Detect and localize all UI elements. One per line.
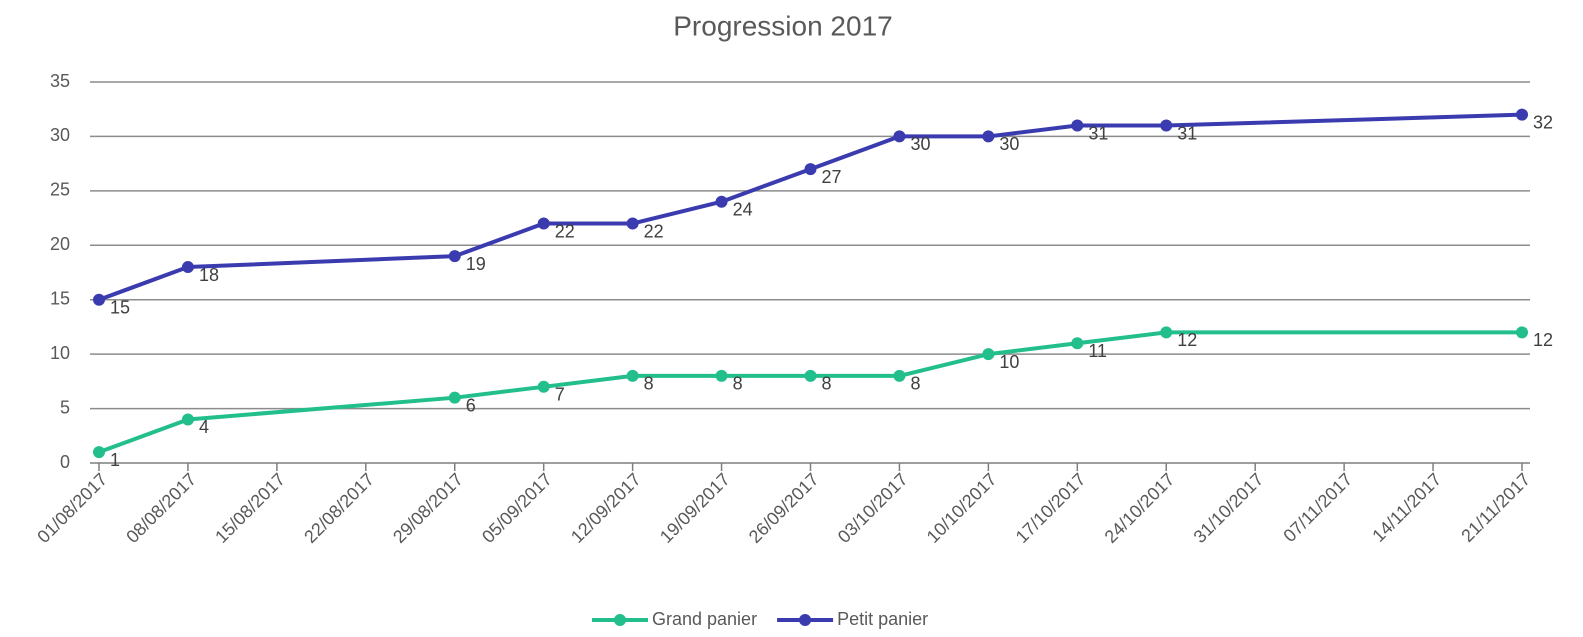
y-tick-label: 30 [50,125,70,145]
data-point [715,195,728,208]
data-label: 4 [199,417,209,437]
data-point [893,130,906,143]
data-label: 8 [733,374,743,394]
y-tick-label: 35 [50,71,70,91]
x-tick-label: 12/09/2017 [567,469,645,547]
data-point [893,369,906,382]
data-point [1160,326,1173,339]
data-point [1071,337,1084,350]
x-tick-label: 24/10/2017 [1101,469,1179,547]
data-label: 12 [1533,330,1553,350]
x-tick-label: 15/08/2017 [211,469,289,547]
x-tick-label: 03/10/2017 [834,469,912,547]
y-tick-label: 15 [50,288,70,308]
data-label: 6 [466,395,476,415]
data-label: 22 [644,221,664,241]
data-label: 27 [822,167,842,187]
data-point [982,348,995,361]
data-point [1516,326,1528,339]
x-tick-label: 22/08/2017 [300,469,378,547]
x-tick-label: 01/08/2017 [33,469,111,547]
y-tick-label: 0 [60,452,70,472]
data-point [93,446,105,459]
x-tick-label: 31/10/2017 [1190,469,1268,547]
data-label: 19 [466,254,486,274]
data-label: 10 [999,352,1019,372]
data-point [804,369,817,382]
y-tick-label: 20 [50,234,70,254]
data-label: 8 [822,374,832,394]
x-tick-label: 19/09/2017 [656,469,734,547]
data-point [626,369,639,382]
x-tick-label: 26/09/2017 [745,469,823,547]
data-label: 8 [644,374,654,394]
series-line [98,330,1522,454]
data-label: 31 [1177,123,1197,143]
legend-item: Grand panier [592,609,757,629]
legend-label: Grand panier [652,609,757,629]
legend-item: Petit panier [777,609,928,629]
data-point [181,261,194,274]
data-label: 32 [1533,112,1553,132]
x-tick-label: 29/08/2017 [389,469,467,547]
x-tick-label: 10/10/2017 [923,469,1001,547]
x-tick-label: 21/11/2017 [1457,469,1534,546]
data-point [1160,119,1173,132]
x-tick-label: 08/08/2017 [122,469,200,547]
data-label: 7 [555,385,565,405]
data-point [93,293,105,306]
x-tick-label: 14/11/2017 [1368,469,1445,546]
data-point [1516,108,1528,121]
data-label: 30 [999,134,1019,154]
data-label: 24 [733,199,753,219]
data-point [626,217,639,230]
data-point [537,217,550,230]
data-point [804,163,817,176]
y-tick-label: 5 [60,397,70,417]
data-point [448,391,461,404]
series-line [98,112,1523,302]
data-label: 18 [199,265,219,285]
legend-label: Petit panier [837,609,928,629]
data-label: 15 [110,297,130,317]
y-tick-label: 25 [50,180,70,200]
data-label: 1 [110,450,120,470]
data-point [181,413,194,426]
data-point [982,130,995,143]
data-point [715,369,728,382]
data-point [448,250,461,263]
chart-title: Progression 2017 [673,10,892,41]
x-tick-label: 17/10/2017 [1012,469,1090,547]
x-tick-label: 05/09/2017 [478,469,556,547]
y-tick-label: 10 [50,343,70,363]
data-label: 12 [1177,330,1197,350]
data-label: 8 [910,374,920,394]
data-label: 22 [555,221,575,241]
legend-marker [799,614,812,626]
x-tick-label: 07/11/2017 [1279,469,1356,546]
data-point [1071,119,1084,132]
data-label: 31 [1088,123,1108,143]
data-label: 30 [910,134,930,154]
data-label: 11 [1088,341,1107,361]
data-point [537,380,550,393]
legend-marker [614,614,626,626]
